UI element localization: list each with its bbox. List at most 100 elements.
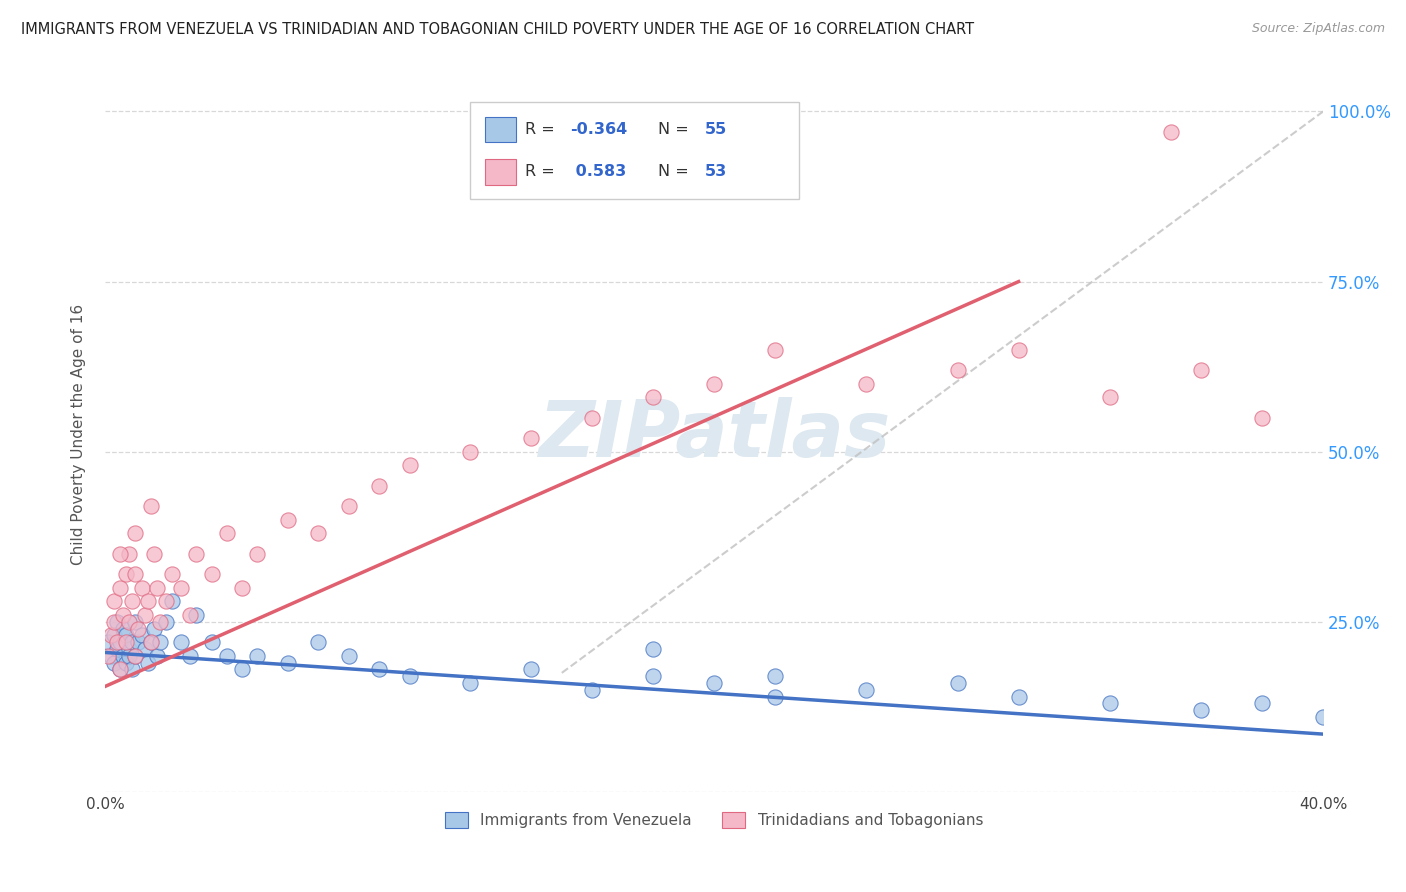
Point <box>134 607 156 622</box>
Point <box>115 656 138 670</box>
FancyBboxPatch shape <box>471 103 800 199</box>
Point <box>142 547 165 561</box>
Point <box>277 513 299 527</box>
Point <box>100 628 122 642</box>
Point <box>520 663 543 677</box>
Point <box>277 656 299 670</box>
Text: Source: ZipAtlas.com: Source: ZipAtlas.com <box>1251 22 1385 36</box>
Point <box>139 635 162 649</box>
Point <box>179 648 201 663</box>
Point <box>124 648 146 663</box>
Point <box>200 635 222 649</box>
Text: 55: 55 <box>704 122 727 137</box>
Point <box>139 635 162 649</box>
Point <box>134 642 156 657</box>
Legend: Immigrants from Venezuela, Trinidadians and Tobagonians: Immigrants from Venezuela, Trinidadians … <box>439 806 990 834</box>
Point <box>118 642 141 657</box>
Point <box>763 343 786 357</box>
Point <box>149 615 172 629</box>
Point <box>139 499 162 513</box>
Point <box>142 622 165 636</box>
Point <box>1312 710 1334 724</box>
Point <box>115 628 138 642</box>
Point <box>215 526 238 541</box>
Point <box>155 594 177 608</box>
Point <box>643 669 665 683</box>
Point <box>368 479 391 493</box>
Point <box>110 581 132 595</box>
Point <box>170 581 193 595</box>
Text: IMMIGRANTS FROM VENEZUELA VS TRINIDADIAN AND TOBAGONIAN CHILD POVERTY UNDER THE : IMMIGRANTS FROM VENEZUELA VS TRINIDADIAN… <box>21 22 974 37</box>
Point <box>103 615 125 629</box>
Point <box>179 607 201 622</box>
Point <box>155 615 177 629</box>
Point <box>131 628 153 642</box>
Point <box>763 669 786 683</box>
Point <box>115 567 138 582</box>
Point <box>160 594 183 608</box>
Point <box>307 526 329 541</box>
Point <box>110 547 132 561</box>
Point <box>1007 343 1029 357</box>
Point <box>170 635 193 649</box>
Point <box>763 690 786 704</box>
Point <box>215 648 238 663</box>
Point <box>121 635 143 649</box>
Text: R =: R = <box>526 122 560 137</box>
Text: N =: N = <box>658 164 695 179</box>
Point <box>231 581 253 595</box>
Point <box>1007 690 1029 704</box>
Text: R =: R = <box>526 164 560 179</box>
Point <box>124 526 146 541</box>
Point <box>368 663 391 677</box>
Point <box>105 642 128 657</box>
Point <box>145 581 167 595</box>
Point <box>149 635 172 649</box>
Bar <box>485 159 516 185</box>
Point <box>855 376 877 391</box>
Point <box>124 567 146 582</box>
Point <box>337 648 360 663</box>
Point <box>124 615 146 629</box>
Point <box>520 431 543 445</box>
Point <box>131 581 153 595</box>
Text: 53: 53 <box>704 164 727 179</box>
Point <box>118 648 141 663</box>
Point <box>1189 703 1212 717</box>
Point <box>1251 697 1274 711</box>
Point <box>246 547 269 561</box>
Point <box>1098 697 1121 711</box>
Point <box>121 663 143 677</box>
Bar <box>485 117 516 143</box>
Point <box>337 499 360 513</box>
Point <box>1189 363 1212 377</box>
Point <box>703 676 725 690</box>
Point <box>105 635 128 649</box>
Point <box>460 676 482 690</box>
Point <box>97 635 120 649</box>
Point <box>1160 125 1182 139</box>
Point <box>103 656 125 670</box>
Point <box>145 648 167 663</box>
Point <box>398 669 420 683</box>
Point <box>136 656 159 670</box>
Point <box>103 594 125 608</box>
Point <box>946 676 969 690</box>
Point <box>643 390 665 404</box>
Point <box>460 444 482 458</box>
Point <box>110 663 132 677</box>
Point <box>1098 390 1121 404</box>
Point <box>112 648 135 663</box>
Point <box>200 567 222 582</box>
Point <box>398 458 420 473</box>
Point <box>186 547 208 561</box>
Point <box>100 648 122 663</box>
Text: -0.364: -0.364 <box>571 122 627 137</box>
Point <box>703 376 725 391</box>
Text: ZIPatlas: ZIPatlas <box>538 397 890 473</box>
Point <box>121 594 143 608</box>
Point <box>946 363 969 377</box>
Point <box>103 628 125 642</box>
Point <box>112 607 135 622</box>
Text: N =: N = <box>658 122 695 137</box>
